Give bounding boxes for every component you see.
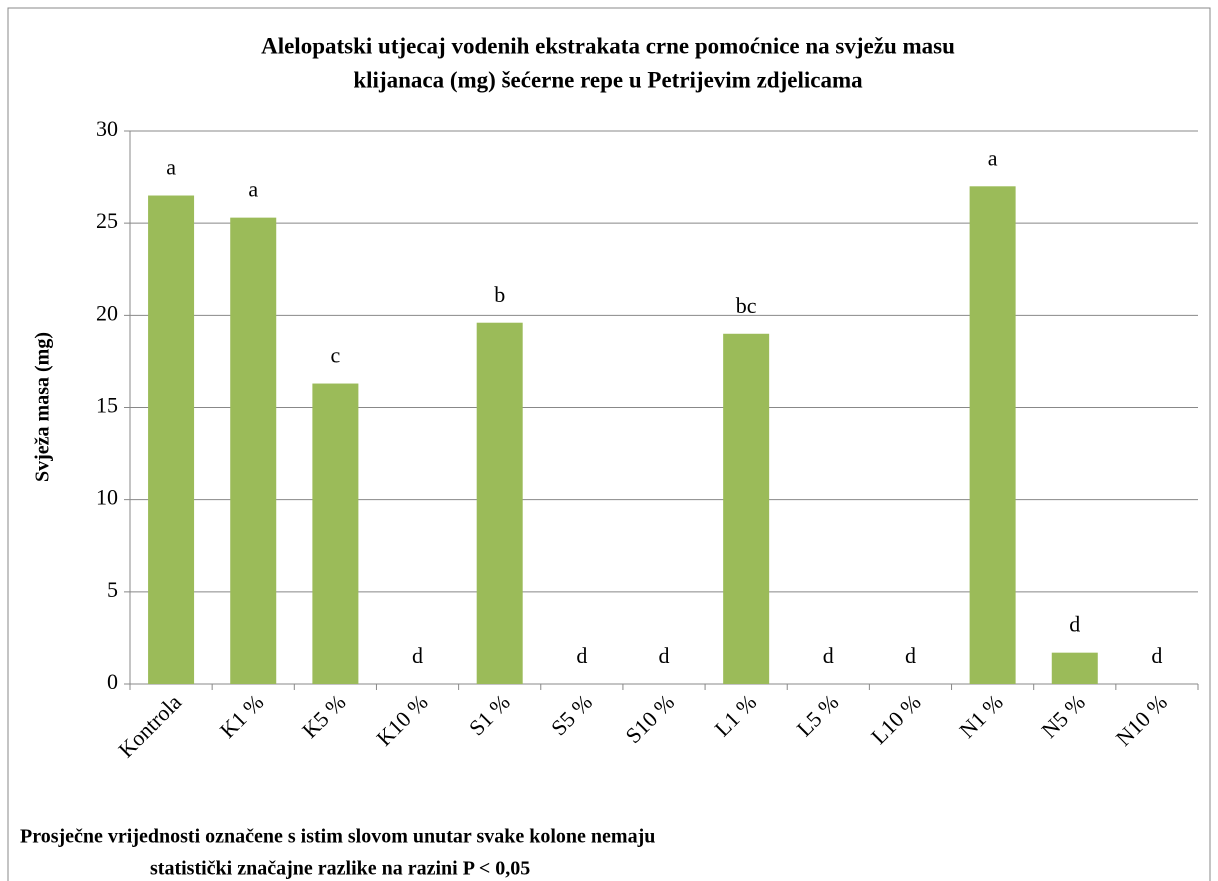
y-tick-label: 30 — [96, 116, 118, 141]
data-annotation: d — [1151, 643, 1162, 668]
data-annotation: d — [905, 643, 916, 668]
y-axis-label: Svježa masa (mg) — [32, 332, 54, 482]
bar — [476, 322, 523, 684]
y-tick-label: 20 — [96, 300, 118, 325]
data-annotation: a — [988, 145, 998, 170]
data-annotation: d — [412, 643, 423, 668]
y-tick-label: 5 — [107, 577, 118, 602]
bar — [230, 217, 277, 685]
y-tick-label: 0 — [107, 669, 118, 694]
y-tick-label: 15 — [96, 393, 118, 418]
data-annotation: d — [823, 643, 834, 668]
chart-title: klijanaca (mg) šećerne repe u Petrijevim… — [353, 67, 863, 92]
data-annotation: d — [659, 643, 670, 668]
data-annotation: b — [494, 282, 505, 307]
y-tick-label: 10 — [96, 485, 118, 510]
chart-title: Alelopatski utjecaj vodenih ekstrakata c… — [261, 33, 955, 58]
footnote: Prosječne vrijednosti označene s istim s… — [20, 826, 655, 848]
y-tick-label: 25 — [96, 208, 118, 233]
footnote: statistički značajne razlike na razini P… — [150, 858, 530, 880]
data-annotation: c — [331, 343, 341, 368]
bar — [312, 383, 359, 684]
bar — [148, 195, 195, 684]
bar — [1051, 652, 1098, 684]
bar — [723, 333, 770, 684]
data-annotation: a — [166, 155, 176, 180]
data-annotation: d — [576, 643, 587, 668]
data-annotation: d — [1069, 612, 1080, 637]
data-annotation: a — [248, 177, 258, 202]
bar — [969, 186, 1016, 685]
data-annotation: bc — [736, 293, 757, 318]
